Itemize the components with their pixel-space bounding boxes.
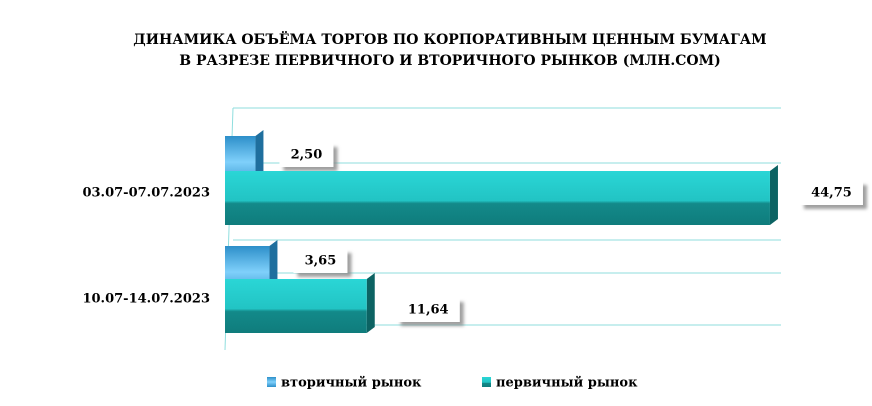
data-label: 2,50 [291, 148, 323, 163]
y-tick-label: 10.07-14.07.2023 [82, 292, 210, 307]
data-label-box [396, 298, 460, 322]
y-tick-label: 03.07-07.07.2023 [82, 186, 210, 201]
chart-title: ДИНАМИКА ОБЪЁМА ТОРГОВ ПО КОРПОРАТИВНЫМ … [133, 29, 766, 48]
bar-side [769, 165, 778, 225]
data-label: 11,64 [408, 303, 449, 318]
data-label: 3,65 [305, 254, 337, 269]
data-label-box [293, 249, 348, 273]
chart-subtitle: В РАЗРЕЗЕ ПЕРВИЧНОГО И ВТОРИЧНОГО РЫНКОВ… [179, 53, 721, 69]
legend-label: первичный рынок [496, 376, 638, 391]
legend-label: вторичный рынок [281, 376, 422, 391]
bar-side [366, 273, 375, 333]
legend-swatch [482, 377, 491, 387]
data-label-box [279, 143, 334, 167]
legend-swatch [267, 377, 276, 387]
bar [225, 279, 367, 333]
bar [225, 171, 770, 225]
data-label-box [799, 181, 863, 205]
data-label: 44,75 [811, 186, 852, 201]
